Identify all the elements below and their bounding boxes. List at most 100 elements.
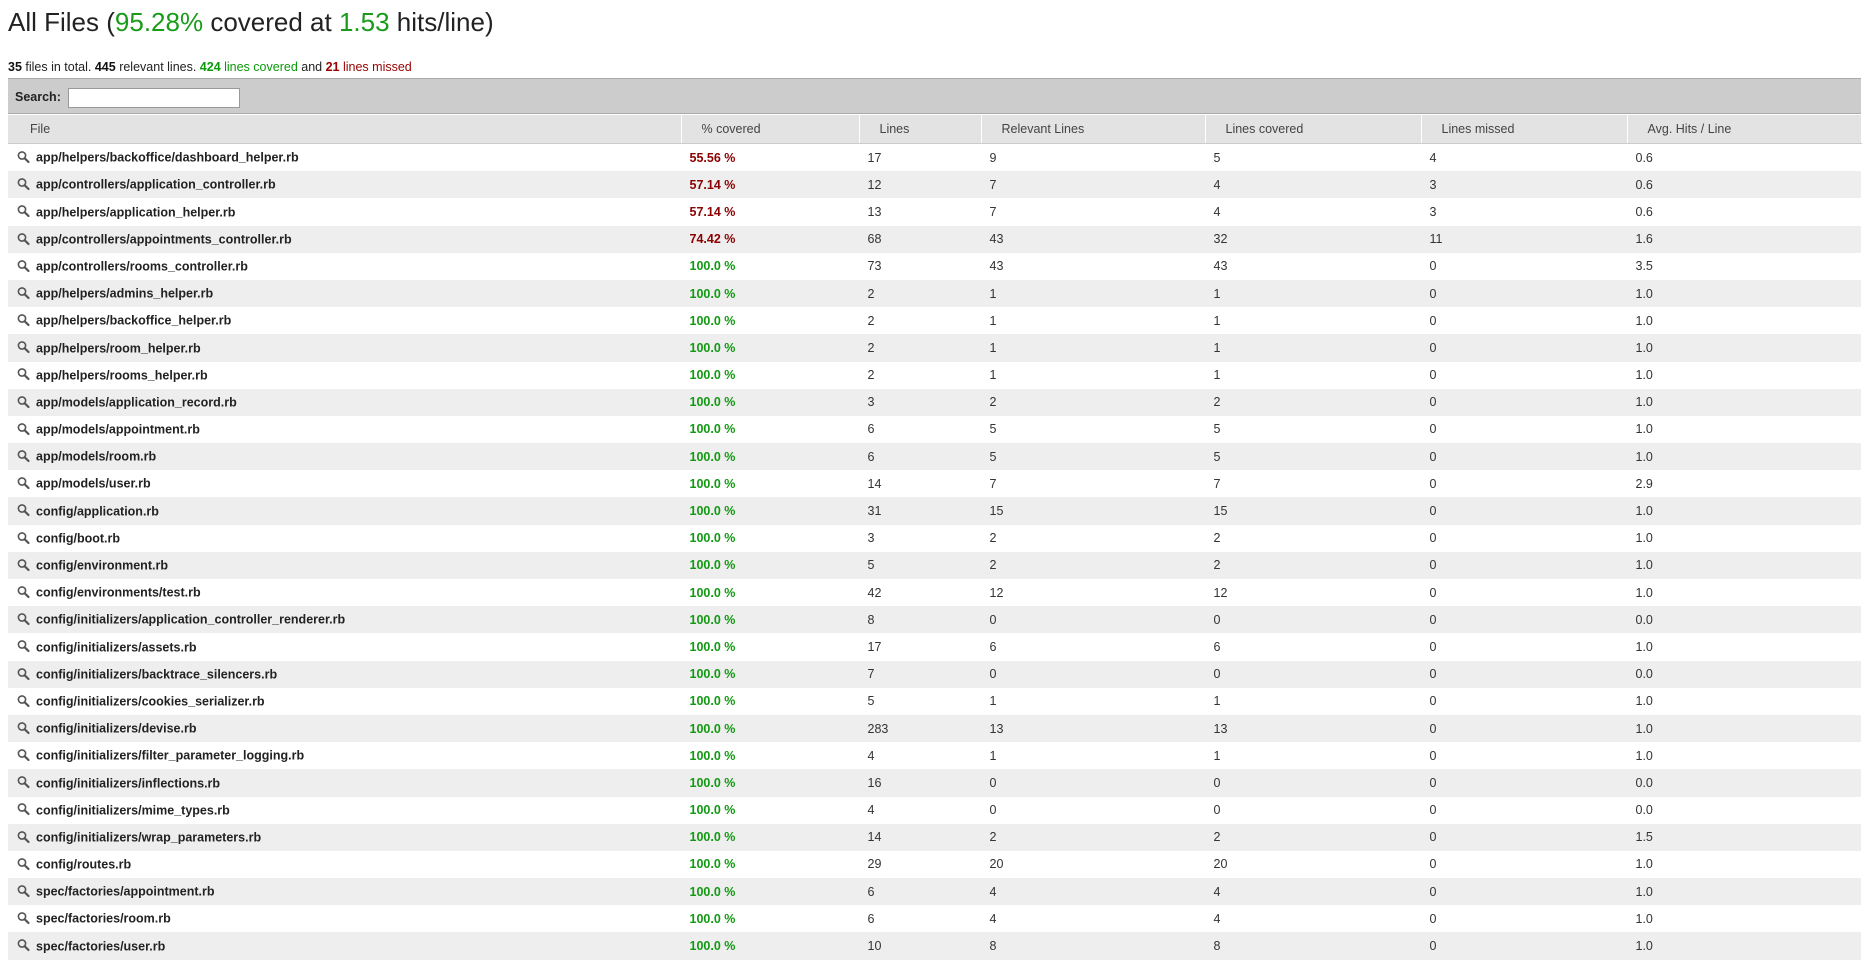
file-cell[interactable]: config/initializers/application_controll… [8,606,681,634]
magnifier-icon[interactable] [16,449,32,463]
file-cell[interactable]: spec/factories/user.rb [8,932,681,960]
file-cell[interactable]: config/initializers/assets.rb [8,633,681,661]
file-name-link[interactable]: config/application.rb [36,504,159,519]
magnifier-icon[interactable] [16,775,32,789]
file-cell[interactable]: app/helpers/rooms_helper.rb [8,361,681,389]
column-header-percent-covered[interactable]: % covered [680,115,859,144]
magnifier-icon[interactable] [16,503,32,517]
magnifier-icon[interactable] [16,639,32,653]
file-name-link[interactable]: config/environment.rb [36,558,168,573]
magnifier-icon[interactable] [16,150,32,164]
file-name-link[interactable]: app/models/appointment.rb [36,422,200,437]
file-name-link[interactable]: config/initializers/mime_types.rb [36,803,230,818]
magnifier-icon[interactable] [16,422,32,436]
file-cell[interactable]: config/initializers/devise.rb [8,714,681,743]
column-header-avg-hits[interactable]: Avg. Hits / Line [1626,115,1861,144]
file-name-link[interactable]: config/initializers/inflections.rb [36,776,221,791]
file-cell[interactable]: spec/factories/room.rb [8,905,681,933]
magnifier-icon[interactable] [16,259,32,273]
magnifier-icon[interactable] [16,694,32,708]
file-cell[interactable]: app/models/appointment.rb [8,415,681,444]
file-cell[interactable]: app/models/room.rb [8,443,681,471]
magnifier-icon[interactable] [16,476,32,490]
file-cell[interactable]: config/initializers/inflections.rb [8,769,681,797]
magnifier-icon[interactable] [16,558,32,572]
file-name-link[interactable]: config/boot.rb [36,531,121,546]
file-name-link[interactable]: config/environments/test.rb [36,585,201,600]
file-name-link[interactable]: config/initializers/devise.rb [36,721,197,736]
lines-covered-cell: 2 [1205,388,1421,416]
file-name-link[interactable]: app/helpers/backoffice/dashboard_helper.… [36,150,299,165]
magnifier-icon[interactable] [16,313,32,327]
file-name-link[interactable]: app/models/application_record.rb [36,395,237,410]
magnifier-icon[interactable] [16,748,32,762]
file-cell[interactable]: config/routes.rb [8,850,681,879]
file-cell[interactable]: app/helpers/admins_helper.rb [8,279,681,308]
file-name-link[interactable]: config/initializers/wrap_parameters.rb [36,830,262,845]
magnifier-icon[interactable] [16,367,32,381]
file-cell[interactable]: app/controllers/application_controller.r… [8,171,681,199]
file-name-link[interactable]: app/controllers/rooms_controller.rb [36,259,248,274]
column-header-file[interactable]: File [8,115,681,144]
file-name-link[interactable]: app/helpers/application_helper.rb [36,205,236,220]
file-name-link[interactable]: app/helpers/backoffice_helper.rb [36,314,232,329]
magnifier-icon[interactable] [16,857,32,871]
file-cell[interactable]: config/initializers/filter_parameter_log… [8,742,681,770]
magnifier-icon[interactable] [16,531,32,545]
file-name-link[interactable]: config/initializers/cookies_serializer.r… [36,694,265,709]
column-header-relevant-lines[interactable]: Relevant Lines [980,115,1205,144]
magnifier-icon[interactable] [16,830,32,844]
column-header-lines[interactable]: Lines [858,115,981,144]
column-header-lines-missed[interactable]: Lines missed [1420,115,1627,144]
file-name-link[interactable]: app/helpers/room_helper.rb [36,341,201,356]
file-cell[interactable]: app/models/application_record.rb [8,388,681,416]
file-cell[interactable]: app/helpers/backoffice/dashboard_helper.… [8,143,681,172]
search-input[interactable] [68,88,240,108]
file-name-link[interactable]: app/models/room.rb [36,450,157,464]
file-cell[interactable]: config/initializers/backtrace_silencers.… [8,660,681,688]
file-name-link[interactable]: config/initializers/backtrace_silencers.… [36,667,278,682]
magnifier-icon[interactable] [16,340,32,354]
file-name-link[interactable]: app/helpers/admins_helper.rb [36,286,214,301]
magnifier-icon[interactable] [16,667,32,681]
file-cell[interactable]: config/application.rb [8,497,681,525]
file-cell[interactable]: config/initializers/wrap_parameters.rb [8,823,681,851]
file-cell[interactable]: app/helpers/backoffice_helper.rb [8,307,681,335]
file-name-link[interactable]: spec/factories/appointment.rb [36,885,215,899]
file-name-link[interactable]: config/initializers/filter_parameter_log… [36,749,305,764]
magnifier-icon[interactable] [16,395,32,409]
file-cell[interactable]: config/initializers/cookies_serializer.r… [8,687,681,715]
avg-hits-cell: 0.0 [1627,769,1861,797]
magnifier-icon[interactable] [16,286,32,300]
magnifier-icon[interactable] [16,802,32,816]
file-name-link[interactable]: config/initializers/application_controll… [36,613,346,628]
file-cell[interactable]: config/environment.rb [8,551,681,579]
magnifier-icon[interactable] [16,612,32,626]
file-name-link[interactable]: app/controllers/appointments_controller.… [36,232,292,247]
magnifier-icon[interactable] [16,721,32,735]
magnifier-icon[interactable] [16,911,32,925]
magnifier-icon[interactable] [16,585,32,599]
magnifier-icon[interactable] [16,232,32,246]
column-header-lines-covered[interactable]: Lines covered [1204,115,1421,144]
magnifier-icon[interactable] [16,177,32,191]
file-name-link[interactable]: config/initializers/assets.rb [36,640,197,655]
file-name-link[interactable]: app/controllers/application_controller.r… [36,178,276,193]
file-cell[interactable]: app/helpers/application_helper.rb [8,198,681,226]
file-cell[interactable]: config/boot.rb [8,524,681,552]
file-name-link[interactable]: spec/factories/user.rb [36,939,166,954]
file-name-link[interactable]: config/routes.rb [36,857,132,872]
file-name-link[interactable]: app/helpers/rooms_helper.rb [36,368,208,383]
file-cell[interactable]: spec/factories/appointment.rb [8,878,681,906]
file-cell[interactable]: app/helpers/room_helper.rb [8,334,681,362]
file-cell[interactable]: app/models/user.rb [8,470,681,498]
magnifier-icon[interactable] [16,884,32,898]
file-cell[interactable]: app/controllers/appointments_controller.… [8,225,681,253]
magnifier-icon[interactable] [16,938,32,952]
file-cell[interactable]: config/environments/test.rb [8,579,681,607]
file-cell[interactable]: config/initializers/mime_types.rb [8,796,681,824]
file-name-link[interactable]: app/models/user.rb [36,477,151,492]
file-cell[interactable]: app/controllers/rooms_controller.rb [8,252,681,280]
magnifier-icon[interactable] [16,204,32,218]
file-name-link[interactable]: spec/factories/room.rb [36,912,171,927]
